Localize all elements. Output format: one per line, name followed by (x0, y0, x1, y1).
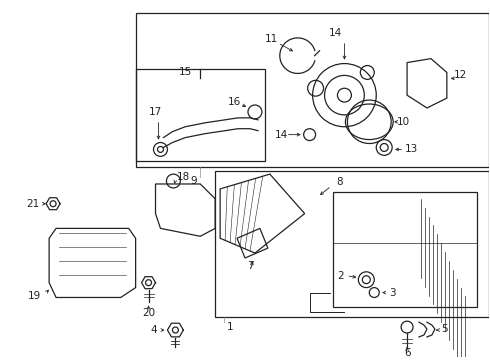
Text: 21: 21 (26, 199, 39, 209)
Text: 19: 19 (28, 291, 41, 301)
Text: 2: 2 (337, 271, 343, 281)
Text: 8: 8 (336, 177, 343, 187)
Text: 1: 1 (227, 322, 233, 332)
Bar (136, 68, 265, 161)
Text: 13: 13 (405, 144, 418, 154)
Text: 7: 7 (246, 261, 253, 271)
Bar (136, 13, 489, 167)
Text: 10: 10 (397, 117, 410, 127)
Text: 4: 4 (151, 325, 157, 335)
Text: 20: 20 (142, 308, 155, 318)
Bar (333, 192, 477, 307)
Text: 6: 6 (404, 348, 411, 358)
Text: 3: 3 (389, 288, 396, 297)
Text: 12: 12 (454, 71, 467, 80)
Text: 16: 16 (228, 97, 242, 107)
Text: 17: 17 (148, 107, 162, 117)
Text: 18: 18 (176, 172, 190, 182)
Text: 15: 15 (179, 67, 192, 77)
Text: 11: 11 (265, 34, 278, 44)
Text: 14: 14 (329, 28, 342, 38)
Text: 9: 9 (190, 176, 196, 186)
Text: 5: 5 (441, 324, 447, 334)
Bar (215, 171, 489, 317)
Text: 14: 14 (275, 130, 288, 140)
